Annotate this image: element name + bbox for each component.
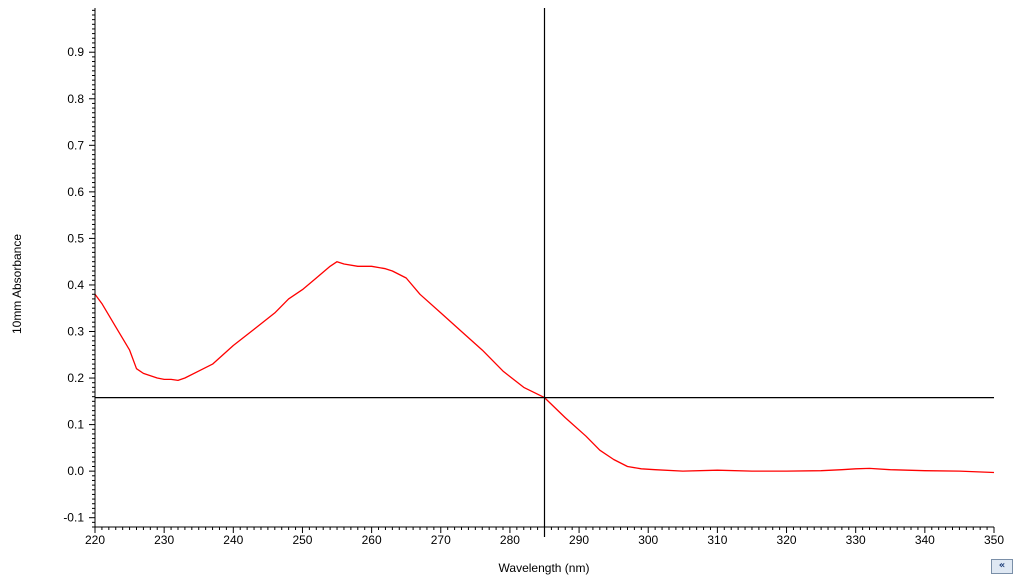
x-tick-label: 350 xyxy=(984,533,1004,547)
y-axis-label: 10mm Absorbance xyxy=(10,234,24,334)
x-tick-label: 300 xyxy=(638,533,658,547)
y-tick-label: 0.8 xyxy=(67,92,84,106)
y-tick-label: 0.2 xyxy=(67,371,84,385)
x-tick-label: 340 xyxy=(915,533,935,547)
scroll-left-button[interactable]: « xyxy=(991,559,1013,574)
x-tick-label: 250 xyxy=(292,533,312,547)
x-tick-label: 290 xyxy=(569,533,589,547)
x-tick-label: 230 xyxy=(154,533,174,547)
y-tick-label: 0.6 xyxy=(67,185,84,199)
y-tick-label: -0.1 xyxy=(63,511,84,525)
absorbance-series-line xyxy=(94,261,995,474)
x-tick-label: 320 xyxy=(777,533,797,547)
x-tick-label: 220 xyxy=(85,533,105,547)
x-tick-label: 270 xyxy=(431,533,451,547)
x-tick-label: 310 xyxy=(707,533,727,547)
y-tick-label: 0.7 xyxy=(67,138,84,152)
y-tick-label: 0.0 xyxy=(67,464,84,478)
x-axis-ticks: 220 230 240 250 260 270 280 290 300 310 320 330 340 3… xyxy=(85,527,1004,547)
crosshair-cursor[interactable] xyxy=(95,8,994,537)
y-tick-label: 0.5 xyxy=(67,231,84,245)
y-axis-ticks: -0.1 0.0 0.1 0.2 0.3 0.4 0.5 0.6 0.7 0.8 0.9 xyxy=(63,9,95,528)
x-tick-label: 280 xyxy=(500,533,520,547)
y-tick-label: 0.9 xyxy=(67,45,84,59)
plot-area xyxy=(94,261,995,474)
y-tick-label: 0.4 xyxy=(67,278,84,292)
x-tick-label: 260 xyxy=(362,533,382,547)
y-tick-label: 0.3 xyxy=(67,325,84,339)
x-tick-label: 330 xyxy=(846,533,866,547)
y-tick-label: 0.1 xyxy=(67,418,84,432)
x-axis-label: Wavelength (nm) xyxy=(499,561,590,575)
x-tick-label: 240 xyxy=(223,533,243,547)
